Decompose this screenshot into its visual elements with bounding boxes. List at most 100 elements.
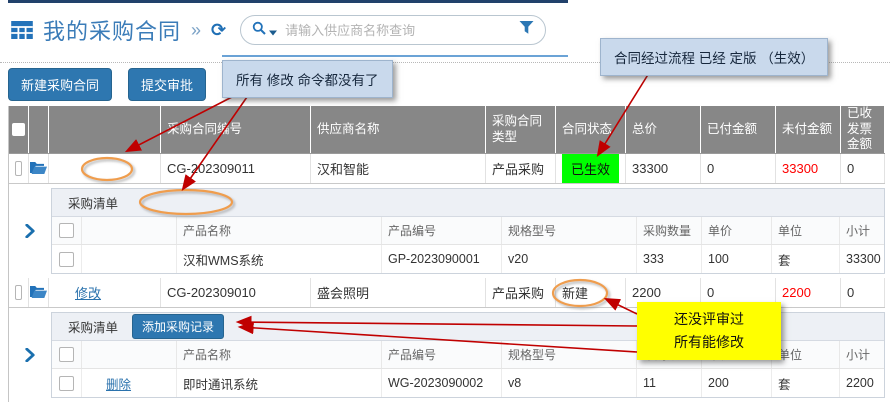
product-spec: v8 xyxy=(502,369,637,397)
sub-header-subtotal: 小计 xyxy=(846,348,871,362)
search-caret-icon[interactable] xyxy=(269,23,278,41)
sub-header-unit: 单位 xyxy=(772,341,840,368)
chevron-right-icon[interactable] xyxy=(25,347,35,367)
product-unit: 套 xyxy=(772,245,840,273)
header-unpaid: 未付金额 xyxy=(776,106,841,153)
contract-row: CG-202309011 汉和智能 产品采购 已生效 33300 0 33300… xyxy=(9,154,885,184)
product-spec: v20 xyxy=(502,245,637,273)
header-actions-col xyxy=(49,106,161,153)
sub-header-product-name: 产品名称 xyxy=(177,341,382,368)
folder-open-icon[interactable] xyxy=(30,161,47,177)
annotation-line: 还没评审过 xyxy=(674,311,744,327)
sub-header-actions xyxy=(82,341,177,368)
sub-header-product-name: 产品名称 xyxy=(177,217,382,244)
modify-link[interactable]: 修改 xyxy=(75,286,102,301)
product-price: 200 xyxy=(702,369,772,397)
annotation-callout-effective: 合同经过流程 已经 定版 （生效） xyxy=(600,38,829,76)
sub-select-all-checkbox[interactable] xyxy=(59,347,74,362)
status-text: 新建 xyxy=(556,278,626,307)
unpaid-amount: 2200 xyxy=(776,278,841,307)
header-paid: 已付金额 xyxy=(701,106,776,153)
panel-title: 采购清单 xyxy=(68,321,119,335)
dotted-separator xyxy=(0,62,890,63)
purchase-list-panel: 采购清单 产品名称 产品编号 规格型号 采购数量 单价 单位 小计 汉和WMS系… xyxy=(51,188,885,274)
submit-approval-button[interactable]: 提交审批 xyxy=(128,68,207,101)
header-supplier: 供应商名称 xyxy=(311,106,486,153)
sublist-item-row: 删除 即时通讯系统 WG-2023090002 v8 11 200 套 2200 xyxy=(52,369,884,397)
header-contract-no: 采购合同编号 xyxy=(161,106,311,153)
status-badge: 已生效 xyxy=(562,154,619,183)
row-actions-cell xyxy=(49,154,161,183)
annotation-callout-no-modify: 所有 修改 命令都没有了 xyxy=(222,60,393,98)
refresh-icon[interactable]: ⟳ xyxy=(211,20,227,40)
table-header-row: 采购合同编号 供应商名称 采购合同类型 合同状态 总价 已付金额 未付金额 已收… xyxy=(9,106,885,154)
sub-row-checkbox[interactable] xyxy=(59,251,74,267)
search-icon[interactable] xyxy=(252,21,266,40)
sub-header-spec: 规格型号 xyxy=(502,217,637,244)
contract-type: 产品采购 xyxy=(486,278,556,307)
sub-select-all-checkbox[interactable] xyxy=(59,223,74,238)
sub-header-price: 单价 xyxy=(702,217,772,244)
product-unit: 套 xyxy=(772,369,840,397)
toolbar: 新建采购合同 提交审批 xyxy=(8,68,207,101)
product-name: 即时通讯系统 xyxy=(177,369,382,397)
row-checkbox[interactable] xyxy=(15,161,22,176)
folder-open-icon[interactable] xyxy=(30,285,47,301)
contract-type: 产品采购 xyxy=(486,154,556,183)
product-code: WG-2023090002 xyxy=(382,369,502,397)
delete-link[interactable]: 删除 xyxy=(106,377,132,392)
paid-amount: 0 xyxy=(701,154,776,183)
breadcrumb-separator: » xyxy=(191,19,202,40)
invoiced-amount: 0 xyxy=(841,154,885,183)
header-status: 合同状态 xyxy=(556,106,626,153)
supplier-name: 盛会照明 xyxy=(311,278,486,307)
product-code: GP-2023090001 xyxy=(382,245,502,273)
title-bar: 我的采购合同 » ⟳ xyxy=(10,14,547,46)
sub-row-actions xyxy=(82,245,177,273)
sub-header-unit: 单位 xyxy=(772,217,840,244)
chevron-right-icon[interactable] xyxy=(25,223,35,243)
row-checkbox[interactable] xyxy=(15,285,22,300)
total-price: 33300 xyxy=(626,154,701,183)
sub-header-spec: 规格型号 xyxy=(502,341,637,368)
header-invoiced: 已收发票金额 xyxy=(841,106,885,153)
contract-row: 修改 CG-202309010 盛会照明 产品采购 新建 2200 0 2200… xyxy=(9,278,885,308)
contract-no: CG-202309011 xyxy=(161,154,311,183)
paid-amount: 0 xyxy=(701,278,776,307)
sublist-item-row: 汉和WMS系统 GP-2023090001 v20 333 100 套 3330… xyxy=(52,245,884,273)
header-contract-type: 采购合同类型 xyxy=(486,106,556,153)
search-input[interactable] xyxy=(283,21,520,39)
page-title: 我的采购合同 xyxy=(43,19,182,44)
sub-header-qty: 采购数量 xyxy=(637,217,702,244)
select-all-checkbox[interactable] xyxy=(12,123,25,136)
product-qty: 11 xyxy=(637,369,702,397)
select-all-cell xyxy=(9,106,29,153)
product-qty: 333 xyxy=(637,245,702,273)
panel-title: 采购清单 xyxy=(68,197,119,211)
sub-row-checkbox[interactable] xyxy=(59,375,74,391)
header-total: 总价 xyxy=(626,106,701,153)
sub-header-product-code: 产品编号 xyxy=(382,217,502,244)
product-subtotal: 2200 xyxy=(846,376,874,390)
add-record-button[interactable]: 添加采购记录 xyxy=(132,314,225,339)
sublist-section: 采购清单 产品名称 产品编号 规格型号 采购数量 单价 单位 小计 汉和WMS系… xyxy=(9,184,885,278)
sub-header-actions xyxy=(82,217,177,244)
filter-icon[interactable] xyxy=(519,21,534,39)
new-contract-button[interactable]: 新建采购合同 xyxy=(8,68,113,101)
total-price: 2200 xyxy=(626,278,701,307)
sub-header-subtotal: 小计 xyxy=(846,224,871,238)
search-box[interactable] xyxy=(240,15,547,45)
top-accent-strip xyxy=(8,0,568,3)
product-subtotal: 33300 xyxy=(846,252,881,266)
contract-no: CG-202309010 xyxy=(161,278,311,307)
table-grid-icon xyxy=(10,18,34,42)
annotation-callout-editable: 还没评审过 所有能修改 xyxy=(637,302,781,361)
invoiced-amount: 0 xyxy=(841,278,885,307)
annotation-line: 所有能修改 xyxy=(674,334,744,351)
search-underline xyxy=(222,55,568,57)
product-price: 100 xyxy=(702,245,772,273)
product-name: 汉和WMS系统 xyxy=(177,245,382,273)
supplier-name: 汉和智能 xyxy=(311,154,486,183)
sub-header-product-code: 产品编号 xyxy=(382,341,502,368)
header-expand-col xyxy=(29,106,49,153)
